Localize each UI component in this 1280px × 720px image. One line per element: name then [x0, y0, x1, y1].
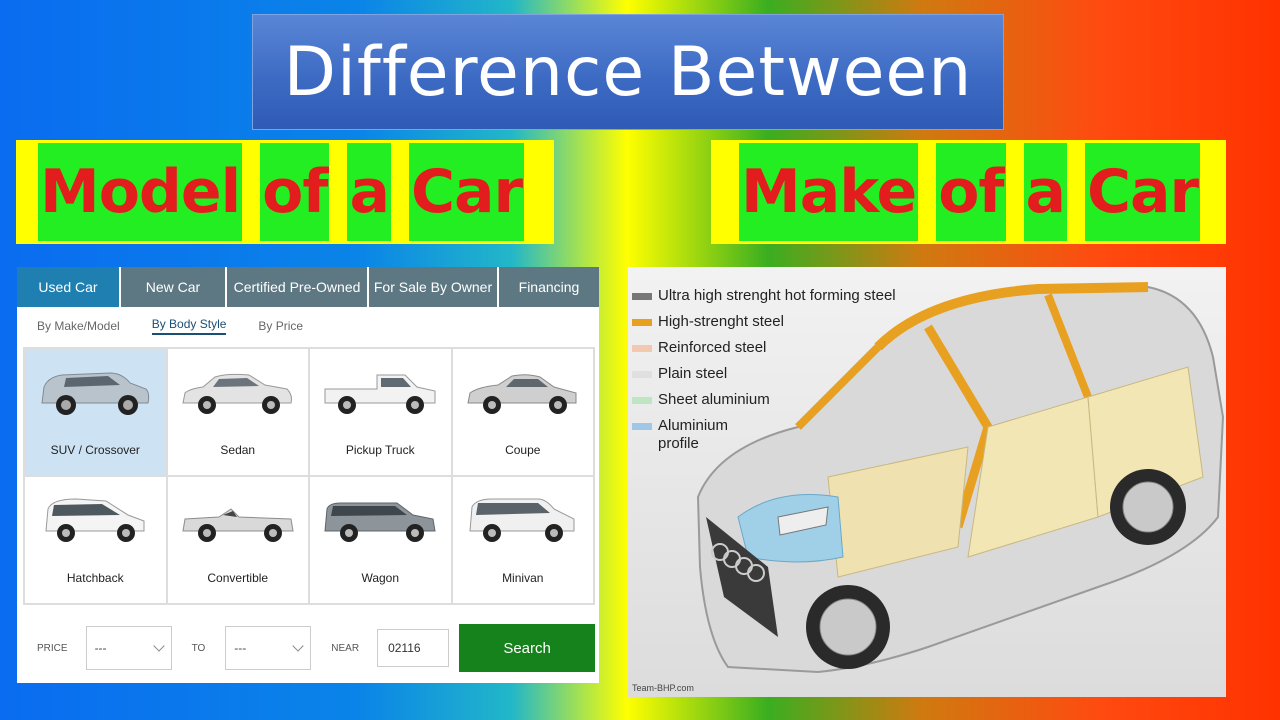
- make-heading: Make of a Car: [711, 140, 1226, 244]
- subtab-by-make-model[interactable]: By Make/Model: [37, 319, 120, 333]
- legend-label: Aluminium profile: [658, 417, 729, 452]
- legend-label: Plain steel: [658, 365, 728, 382]
- tab-certified-pre-owned[interactable]: Certified Pre-Owned: [227, 267, 369, 307]
- subtab-bar: By Make/Model By Body Style By Price: [17, 307, 599, 345]
- heading-word: a: [1023, 143, 1068, 241]
- legend-item: Sheet aluminium: [632, 391, 896, 409]
- car-search-widget: Used Car New Car Certified Pre-Owned For…: [17, 267, 599, 683]
- search-filter-bar: PRICE --- TO --- NEAR Search: [17, 613, 599, 683]
- body-style-label: Minivan: [502, 571, 544, 585]
- model-heading: Model of a Car: [16, 140, 554, 244]
- minivan-icon: [469, 498, 575, 542]
- legend-swatch: [632, 293, 652, 300]
- subtab-by-price[interactable]: By Price: [258, 319, 304, 333]
- legend-item: Aluminium profile: [632, 417, 896, 453]
- legend-label: Sheet aluminium: [658, 391, 770, 408]
- price-from-select[interactable]: ---: [85, 626, 172, 670]
- tab-for-sale-by-owner[interactable]: For Sale By Owner: [369, 267, 499, 307]
- price-to-value: ---: [234, 641, 247, 655]
- legend-label: Ultra high strenght hot forming steel: [658, 287, 896, 304]
- body-style-convertible[interactable]: Convertible: [166, 476, 309, 604]
- body-style-label: Hatchback: [66, 571, 124, 585]
- price-from-value: ---: [94, 641, 107, 655]
- body-style-suv[interactable]: SUV / Crossover: [24, 348, 167, 476]
- coupe-icon: [467, 374, 577, 414]
- to-label: TO: [191, 642, 206, 654]
- heading-word: Car: [1085, 143, 1201, 241]
- page-title: Difference Between: [283, 32, 973, 112]
- body-style-grid: SUV / Crossover Sedan Pickup Truck: [23, 347, 595, 605]
- legend-swatch: [632, 345, 652, 352]
- price-to-select[interactable]: ---: [225, 626, 312, 670]
- search-button[interactable]: Search: [459, 624, 596, 672]
- heading-word: Car: [408, 143, 525, 241]
- body-style-label: SUV / Crossover: [50, 443, 140, 457]
- body-style-label: Pickup Truck: [345, 443, 415, 457]
- legend-item: Plain steel: [632, 365, 896, 383]
- body-style-coupe[interactable]: Coupe: [451, 348, 594, 476]
- heading-word: a: [347, 143, 391, 241]
- sedan-icon: [182, 373, 292, 414]
- convertible-icon: [182, 508, 294, 542]
- tab-bar: Used Car New Car Certified Pre-Owned For…: [17, 267, 599, 307]
- legend-swatch: [632, 371, 652, 378]
- body-style-label: Wagon: [361, 571, 400, 585]
- legend-label: High-strenght steel: [658, 313, 784, 330]
- title-banner: Difference Between: [252, 14, 1004, 130]
- legend-item: Ultra high strenght hot forming steel: [632, 287, 896, 305]
- body-style-pickup-truck[interactable]: Pickup Truck: [309, 348, 452, 476]
- body-style-label: Coupe: [505, 443, 541, 457]
- body-style-label: Convertible: [207, 571, 269, 585]
- near-label: NEAR: [331, 642, 360, 654]
- tab-financing[interactable]: Financing: [499, 267, 599, 307]
- body-style-label: Sedan: [220, 443, 256, 457]
- tab-new-car[interactable]: New Car: [121, 267, 227, 307]
- body-style-hatchback[interactable]: Hatchback: [24, 476, 167, 604]
- car-body-structure-image: Ultra high strenght hot forming steel Hi…: [628, 267, 1226, 697]
- heading-word: of: [936, 143, 1006, 241]
- watermark: Team-BHP.com: [632, 683, 694, 693]
- body-style-sedan[interactable]: Sedan: [166, 348, 309, 476]
- wagon-icon: [324, 502, 436, 542]
- pickup-truck-icon: [324, 374, 436, 414]
- tab-used-car[interactable]: Used Car: [17, 267, 121, 307]
- subtab-by-body-style[interactable]: By Body Style: [151, 317, 227, 335]
- legend-swatch: [632, 319, 652, 326]
- chevron-down-icon: [292, 640, 304, 652]
- material-legend: Ultra high strenght hot forming steel Hi…: [632, 287, 896, 461]
- body-style-minivan[interactable]: Minivan: [451, 476, 594, 604]
- body-style-wagon[interactable]: Wagon: [309, 476, 452, 604]
- legend-label: Reinforced steel: [658, 339, 767, 356]
- legend-swatch: [632, 397, 652, 404]
- car-structure-illustration: [696, 282, 1225, 674]
- chevron-down-icon: [152, 640, 165, 652]
- heading-word: of: [260, 143, 330, 241]
- legend-swatch: [632, 423, 652, 430]
- hatchback-icon: [45, 498, 145, 542]
- suv-icon: [41, 372, 150, 415]
- price-label: PRICE: [37, 642, 68, 654]
- legend-item: High-strenght steel: [632, 313, 896, 331]
- legend-item: Reinforced steel: [632, 339, 896, 357]
- zip-input[interactable]: [377, 629, 450, 667]
- heading-word: Make: [739, 143, 919, 241]
- heading-word: Model: [38, 143, 243, 241]
